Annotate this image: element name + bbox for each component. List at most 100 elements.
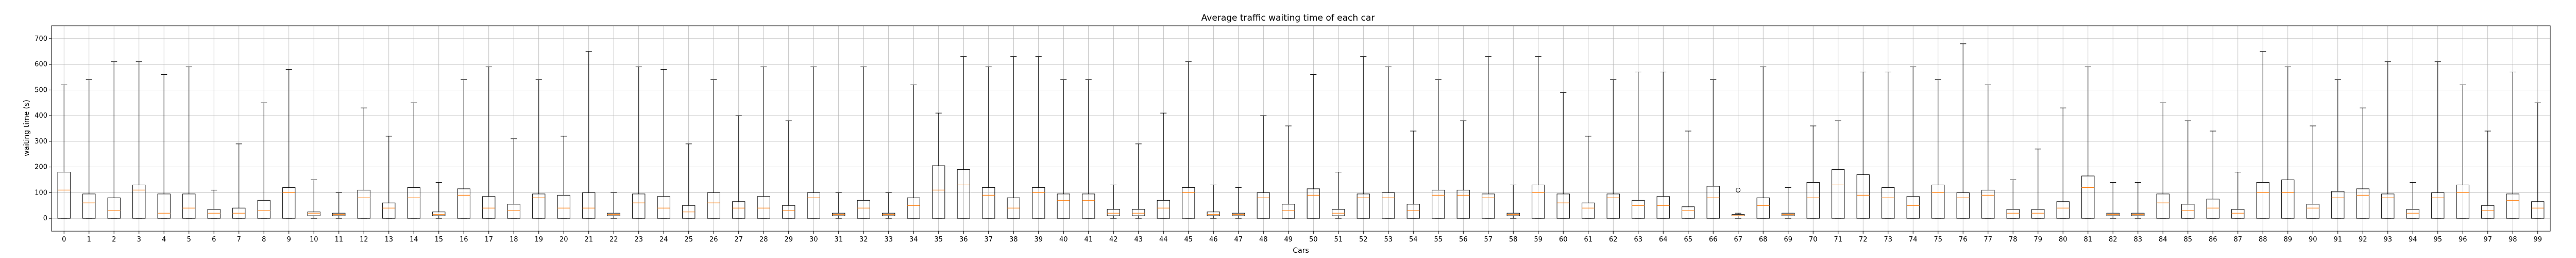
iqr-box (107, 197, 121, 219)
x-tick-label: 23 (634, 236, 643, 244)
x-tick-label: 84 (2159, 236, 2167, 244)
x-tick-label: 58 (1509, 236, 1518, 244)
iqr-box (282, 187, 296, 219)
box-55 (1432, 79, 1445, 219)
iqr-box (2306, 204, 2319, 219)
x-tick-label: 95 (2433, 236, 2442, 244)
iqr-box (2156, 194, 2170, 219)
iqr-box (932, 165, 945, 219)
x-tick-label: 43 (1134, 236, 1143, 244)
x-tick-label: 45 (1184, 236, 1193, 244)
x-tick-label: 72 (1859, 236, 1868, 244)
box-36 (957, 56, 970, 219)
x-tick-label: 28 (759, 236, 768, 244)
box-42 (1107, 184, 1120, 219)
box-93 (2381, 61, 2395, 219)
box-38 (1007, 56, 1020, 219)
box-17 (482, 67, 496, 219)
box-48 (1257, 115, 1270, 219)
y-axis-ticks: 0 100 200 300 400 500 600 700 (35, 35, 52, 222)
x-tick-label: 0 (62, 236, 66, 244)
box-99 (2531, 102, 2545, 219)
x-tick-label: 25 (684, 236, 693, 244)
iqr-box (1207, 212, 1220, 216)
iqr-box (432, 212, 446, 216)
x-tick-label: 14 (410, 236, 418, 244)
x-tick-label: 1 (87, 236, 91, 244)
box-26 (707, 79, 720, 219)
iqr-box (2481, 205, 2495, 219)
box-61 (1582, 136, 1595, 219)
x-tick-label: 69 (1784, 236, 1792, 244)
x-tick-label: 96 (2459, 236, 2467, 244)
x-tick-label: 77 (1984, 236, 1992, 244)
x-axis-ticks: 0 1 2 3 4 5 6 7 8 9 10 11 12 13 14 15 16 17 18 19 20 21 22 23 24… (62, 231, 2542, 244)
box-54 (1406, 131, 1420, 219)
iqr-box (1456, 189, 1470, 219)
box-46 (1207, 184, 1220, 219)
y-tick-label: 0 (43, 215, 47, 222)
iqr-box (1931, 184, 1945, 219)
x-tick-label: 7 (237, 236, 241, 244)
x-tick-label: 6 (212, 236, 216, 244)
iqr-box (1706, 186, 1720, 219)
x-tick-label: 30 (809, 236, 818, 244)
iqr-box (2406, 209, 2419, 219)
box-65 (1682, 131, 1695, 219)
iqr-box (1906, 196, 1920, 219)
x-tick-label: 88 (2259, 236, 2267, 244)
x-tick-label: 98 (2509, 236, 2517, 244)
box-35 (932, 112, 945, 219)
iqr-box (632, 194, 646, 219)
x-tick-label: 91 (2333, 236, 2342, 244)
iqr-box (1382, 192, 1395, 219)
box-25 (682, 143, 696, 219)
x-tick-label: 17 (484, 236, 493, 244)
x-tick-label: 50 (1309, 236, 1318, 244)
iqr-box (1956, 192, 1970, 219)
iqr-box (2431, 192, 2445, 219)
iqr-box (1432, 189, 1445, 219)
x-tick-label: 66 (1709, 236, 1718, 244)
iqr-box (132, 184, 146, 219)
x-tick-label: 53 (1384, 236, 1393, 244)
x-tick-label: 12 (360, 236, 368, 244)
x-tick-label: 4 (162, 236, 166, 244)
box-39 (1032, 56, 1045, 219)
x-tick-label: 11 (334, 236, 343, 244)
x-tick-label: 59 (1534, 236, 1543, 244)
iqr-box (1981, 189, 1995, 219)
box-58 (1506, 184, 1520, 219)
box-11 (332, 192, 346, 219)
box-73 (1882, 72, 1895, 219)
x-tick-label: 47 (1234, 236, 1243, 244)
box-43 (1132, 143, 1145, 219)
box-5 (182, 67, 196, 219)
iqr-box (657, 196, 670, 219)
iqr-box (1307, 188, 1320, 219)
iqr-box (707, 192, 720, 219)
iqr-box (757, 196, 770, 219)
box-86 (2206, 131, 2219, 219)
iqr-box (82, 194, 96, 219)
chart-title: Average traffic waiting time of each car (1201, 13, 1375, 23)
iqr-box (357, 189, 370, 219)
iqr-box (957, 169, 970, 219)
x-tick-label: 38 (1009, 236, 1018, 244)
iqr-box (257, 200, 270, 219)
iqr-box (1357, 194, 1370, 219)
box-4 (157, 74, 171, 219)
iqr-box (207, 209, 221, 219)
box-96 (2456, 84, 2469, 219)
x-tick-label: 62 (1609, 236, 1618, 244)
x-tick-label: 32 (859, 236, 868, 244)
iqr-box (2381, 194, 2395, 219)
box-27 (732, 115, 745, 219)
box-97 (2481, 131, 2495, 219)
box-37 (982, 67, 995, 219)
box-14 (407, 102, 420, 219)
box-77 (1981, 84, 1995, 219)
iqr-box (807, 192, 820, 219)
box-9 (282, 69, 296, 219)
